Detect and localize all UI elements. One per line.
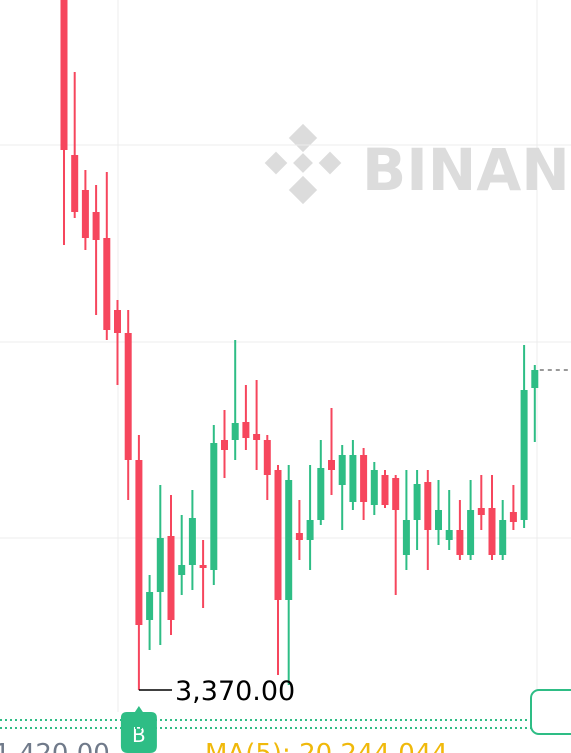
candle-body [499, 520, 507, 555]
watermark: BINAN [362, 136, 570, 204]
candle-body [456, 530, 464, 555]
candle-body [370, 470, 378, 505]
low-annotation-label: 3,370.00 [175, 676, 295, 707]
candle-body [317, 468, 325, 520]
candle-body [167, 536, 175, 620]
candle-body [221, 440, 228, 450]
candle-body [477, 508, 485, 515]
footer-value: 1,420.00 [0, 739, 110, 753]
candle-body [509, 512, 517, 522]
candle-body [124, 333, 132, 460]
candle-body [381, 475, 389, 505]
watermark-logo [264, 123, 342, 205]
candle-body [424, 482, 432, 530]
candle-body [445, 530, 453, 540]
candle-body [103, 238, 111, 330]
candle-body [349, 455, 357, 502]
buy-marker: B [120, 706, 157, 753]
candle-body [146, 592, 154, 620]
candle-body [392, 478, 400, 510]
footer-ma: MA(5): 20,244,044 [205, 739, 448, 753]
candle-body [338, 455, 346, 485]
candle-body [488, 508, 496, 555]
candle-body [402, 520, 410, 555]
buy-marker-label: B [132, 723, 146, 747]
buy-marker-badge [120, 706, 157, 753]
candle-body [71, 155, 79, 212]
candle-body [467, 510, 475, 555]
candle-body [92, 212, 100, 240]
candle-body [231, 423, 239, 440]
candle-body [81, 190, 89, 238]
candle-body [435, 510, 442, 530]
candle-body [210, 443, 218, 570]
candle-body [360, 455, 368, 502]
candle-body [156, 538, 164, 592]
candle-body [114, 310, 121, 333]
candle-body [188, 518, 196, 565]
candle-body [285, 480, 293, 600]
candle-body [60, 0, 68, 150]
candle-body [178, 565, 186, 575]
candle-body [328, 460, 335, 470]
candle-body [413, 484, 421, 520]
candle-body [253, 434, 261, 440]
candle-body [199, 565, 207, 568]
candle-body [531, 370, 539, 388]
candle-body [242, 422, 250, 438]
candle-body [306, 520, 314, 540]
candle-body [263, 440, 271, 475]
side-badge [530, 689, 571, 735]
candle-body [295, 533, 303, 540]
candle-body [274, 470, 282, 600]
candle-body [520, 390, 528, 520]
candle-body [135, 460, 143, 625]
